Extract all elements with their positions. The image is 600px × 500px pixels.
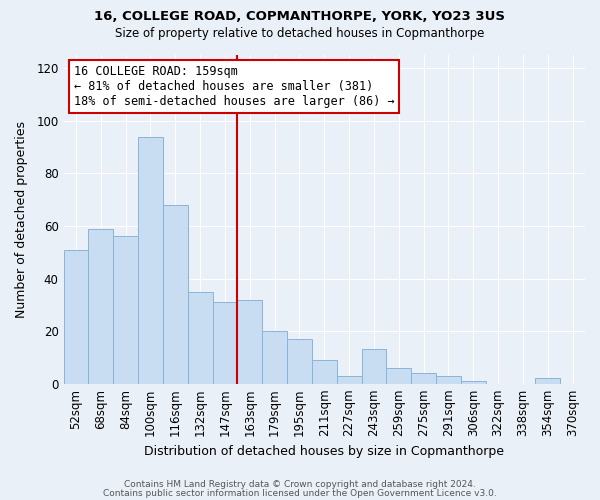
Bar — [436, 376, 461, 384]
Bar — [88, 228, 113, 384]
Bar — [386, 368, 411, 384]
Bar — [535, 378, 560, 384]
Text: 16 COLLEGE ROAD: 159sqm
← 81% of detached houses are smaller (381)
18% of semi-d: 16 COLLEGE ROAD: 159sqm ← 81% of detache… — [74, 65, 395, 108]
Text: 16, COLLEGE ROAD, COPMANTHORPE, YORK, YO23 3US: 16, COLLEGE ROAD, COPMANTHORPE, YORK, YO… — [95, 10, 505, 23]
Bar — [238, 300, 262, 384]
X-axis label: Distribution of detached houses by size in Copmanthorpe: Distribution of detached houses by size … — [144, 444, 504, 458]
Bar — [337, 376, 362, 384]
Bar — [287, 339, 312, 384]
Y-axis label: Number of detached properties: Number of detached properties — [15, 121, 28, 318]
Bar — [461, 381, 485, 384]
Bar — [163, 205, 188, 384]
Bar — [262, 331, 287, 384]
Bar — [113, 236, 138, 384]
Bar — [188, 292, 212, 384]
Bar — [64, 250, 88, 384]
Bar — [312, 360, 337, 384]
Text: Contains public sector information licensed under the Open Government Licence v3: Contains public sector information licen… — [103, 488, 497, 498]
Text: Size of property relative to detached houses in Copmanthorpe: Size of property relative to detached ho… — [115, 28, 485, 40]
Bar — [362, 350, 386, 384]
Bar — [212, 302, 238, 384]
Text: Contains HM Land Registry data © Crown copyright and database right 2024.: Contains HM Land Registry data © Crown c… — [124, 480, 476, 489]
Bar — [411, 373, 436, 384]
Bar — [138, 136, 163, 384]
